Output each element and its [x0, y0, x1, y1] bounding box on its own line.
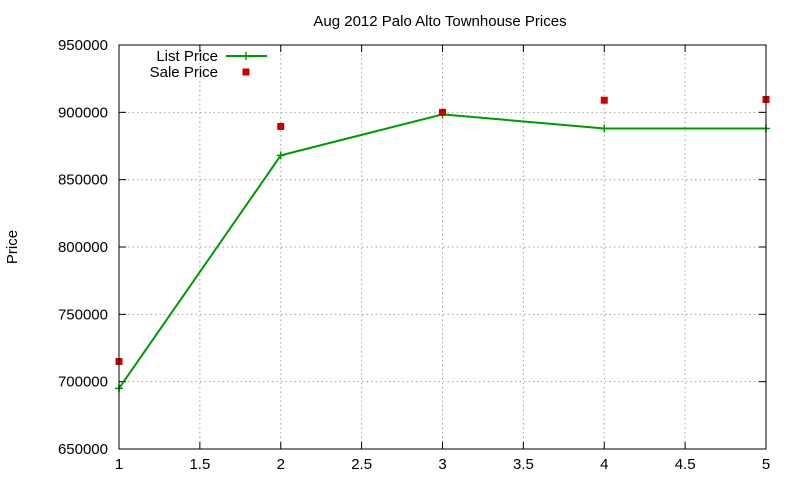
y-tick-labels: 650000 700000 750000 800000 850000 900000 9500…: [58, 37, 108, 458]
series-list-price: [115, 110, 770, 393]
chart-title: Aug 2012 Palo Alto Townhouse Prices: [313, 13, 566, 30]
data-point-sale-price: [439, 108, 446, 116]
x-tick-label: 1.5: [189, 456, 210, 473]
legend-label: List Price: [156, 48, 218, 65]
y-tick-label: 900000: [58, 104, 108, 121]
data-point-list-price: [276, 151, 285, 160]
x-tick-label: 4.5: [675, 456, 696, 473]
legend-label: Sale Price: [150, 64, 218, 81]
y-tick-label: 700000: [58, 374, 108, 391]
x-tick-labels: 1 1.5 2 2.5 3 3.5 4 4.5 5: [115, 456, 770, 473]
x-tick-label: 2.5: [351, 456, 372, 473]
y-tick-label: 750000: [58, 306, 108, 323]
x-tick-label: 3: [438, 456, 446, 473]
y-tick-label: 650000: [58, 441, 108, 458]
x-tick-label: 3.5: [513, 456, 534, 473]
legend-swatch-marker: [242, 52, 250, 60]
data-point-list-price: [600, 124, 609, 133]
legend-swatch-marker: [242, 68, 250, 76]
x-tick-label: 2: [277, 456, 285, 473]
x-tick-label: 4: [600, 456, 608, 473]
legend-item-list-price: List Price: [156, 48, 267, 65]
y-tick-label: 950000: [58, 37, 108, 54]
y-axis-label: Price: [4, 230, 21, 264]
x-tick-label: 5: [762, 456, 770, 473]
plot-frame: [118, 44, 767, 450]
data-point-sale-price: [600, 96, 608, 104]
data-point-sale-price: [277, 122, 285, 130]
y-tick-label: 800000: [58, 239, 108, 256]
y-tick-label: 850000: [58, 172, 108, 189]
legend-item-sale-price: Sale Price: [150, 64, 250, 81]
x-tick-label: 1: [115, 456, 123, 473]
